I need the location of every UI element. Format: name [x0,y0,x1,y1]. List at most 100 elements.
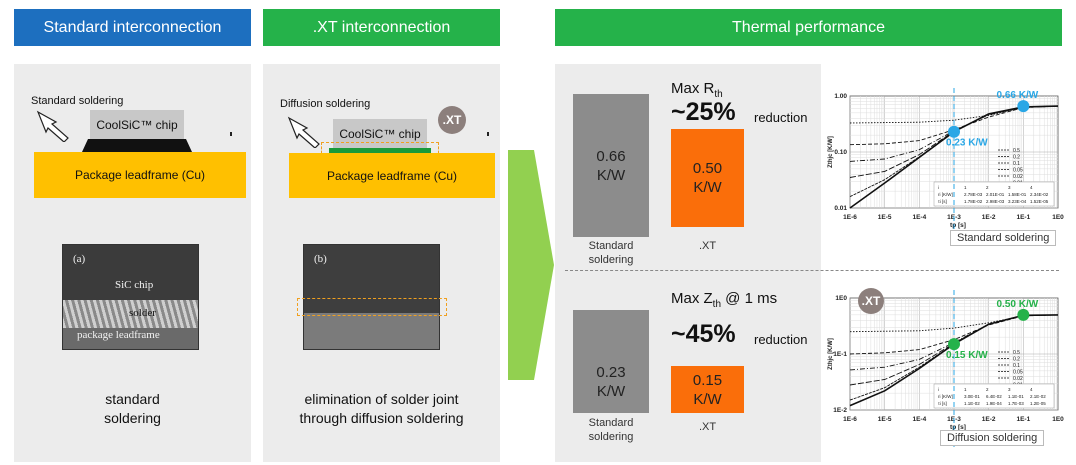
chart-xt-badge: .XT [858,288,884,314]
xt-badge-text: .XT [442,113,462,127]
zth-title-suffix: @ 1 ms [721,290,778,307]
push-arrow-icon [287,116,320,148]
zth-standard-label: Standard soldering [573,416,649,444]
sem-solder-label: solder [129,307,156,319]
zth-standard-value-2: K/W [596,382,626,400]
diffusion-layer [329,148,431,153]
x-tick-label: 1E0 [1052,214,1064,221]
zth-title-main: Max Z [671,290,713,307]
x-tick-label: 1E0 [1052,416,1064,423]
table-cell: 2.78E-03 [964,192,983,197]
xt-chip-label: CoolSiC™ chip [339,126,421,141]
value-annotation: 0.23 K/W [946,138,988,149]
chart-caption-standard: Standard soldering [950,230,1057,246]
legend-label: 0.2 [1013,155,1020,161]
table-cell: 2.01E-01 [986,192,1005,197]
standard-chip-label: CoolSiC™ chip [96,117,178,132]
standard-caption: standard soldering [14,390,251,428]
x-tick-label: 1E-2 [982,214,996,221]
value-dot [948,125,960,138]
value-annotation: 0.50 K/W [996,299,1038,310]
rth-standard-label: Standard soldering [573,239,649,267]
table-header-cell: i [938,387,939,392]
table-header-cell: 4 [1030,185,1033,190]
push-arrow-icon [36,110,69,142]
rth-xt-label: .XT [698,240,717,252]
zth-percent: ~45% [671,320,736,348]
sem-leadframe-region [63,328,198,349]
value-dot [1017,100,1030,113]
y-axis-label: Zthjc [K/W] [828,136,834,168]
rth-title: Max Rth [671,80,723,100]
table-header-cell: i [938,185,939,190]
tick-mark [230,132,232,136]
chart-xt-badge-text: .XT [861,294,881,308]
sem-chip-region [304,245,439,313]
sem-solder-region [63,300,198,328]
table-cell: 1.52E-05 [1030,199,1049,204]
x-tick-label: 1E-5 [878,416,892,423]
header-standard-text: Standard interconnection [43,18,222,36]
table-cell: 2.34E-02 [1030,192,1049,197]
xt-caption: elimination of solder joint through diff… [263,390,500,428]
sem-chip-region [63,245,198,300]
y-tick-label: 0.01 [834,205,847,212]
rth-standard-label-2: soldering [588,254,634,266]
table-cell: τi [s] [938,199,947,204]
table-cell: 1.7E-03 [1008,401,1024,406]
legend-label: 0.02 [1013,174,1023,180]
chart-caption-diffusion: Diffusion soldering [940,430,1045,446]
rth-title-main: Max R [671,80,715,97]
table-cell: 3.23E-04 [1008,199,1027,204]
table-header-cell: 2 [986,185,989,190]
solder-layer [82,139,192,152]
header-xt-interconnection: .XT interconnection [263,9,500,46]
xt-caption-line2: through diffusion soldering [299,410,464,426]
x-tick-label: 1E-4 [912,416,926,423]
table-cell: 1.1E-01 [1008,394,1024,399]
table-cell: 1.58E-01 [1008,192,1027,197]
legend-label: 0.05 [1013,168,1023,174]
legend-label: 0.2 [1013,357,1020,363]
legend-label: 0.1 [1013,161,1020,167]
header-xt-text: .XT interconnection [312,18,451,36]
y-tick-label: 1E-1 [833,351,847,358]
section-divider [565,270,1059,271]
rth-standard-value-1: 0.66 [596,147,626,165]
table-header-cell: 4 [1030,387,1033,392]
table-cell: τi [s] [938,401,947,406]
header-thermal-text: Thermal performance [732,18,885,36]
zth-title: Max Zth @ 1 ms [671,290,777,310]
standard-chip: CoolSiC™ chip [90,110,184,139]
rth-standard-value-2: K/W [596,166,626,184]
sem-tag: (a) [73,253,86,265]
header-thermal-performance: Thermal performance [555,9,1062,46]
xt-leadframe-label: Package leadframe (Cu) [326,168,458,183]
big-arrow-icon [508,150,554,380]
standard-caption-line1: standard [105,391,160,407]
value-annotation: 0.66 K/W [996,90,1038,101]
legend-label: 0.1 [1013,363,1020,369]
rth-standard-bar: 0.66 K/W [573,94,649,237]
tick-mark [487,132,489,136]
value-dot [948,338,960,351]
value-annotation: 0.15 K/W [946,350,988,361]
standard-panel: Standard soldering CoolSiC™ chip Package… [14,64,251,462]
xt-chip: CoolSiC™ chip [333,119,427,148]
table-cell: ri [K/W] [938,192,953,197]
y-tick-label: 1E0 [835,295,847,302]
table-header-cell: 1 [964,185,967,190]
y-axis-label: Zthjc [K/W] [828,338,834,370]
sem-chip-label: SiC chip [115,279,154,291]
rth-percent: ~25% [671,98,736,126]
legend-label: 0.02 [1013,376,1023,382]
table-cell: 3.0E-01 [964,394,980,399]
zth-standard-bar: 0.23 K/W [573,310,649,413]
rth-xt-value-2: K/W [693,179,722,196]
y-tick-label: 1E-2 [833,407,847,414]
sem-tag: (b) [314,253,327,265]
rth-xt-value-1: 0.50 [692,160,723,177]
standard-sem-image: (a) SiC chip solder package leadframe [62,244,199,350]
standard-process-label: Standard soldering [31,95,124,107]
zth-xt-bar: 0.15 K/W [671,366,744,413]
